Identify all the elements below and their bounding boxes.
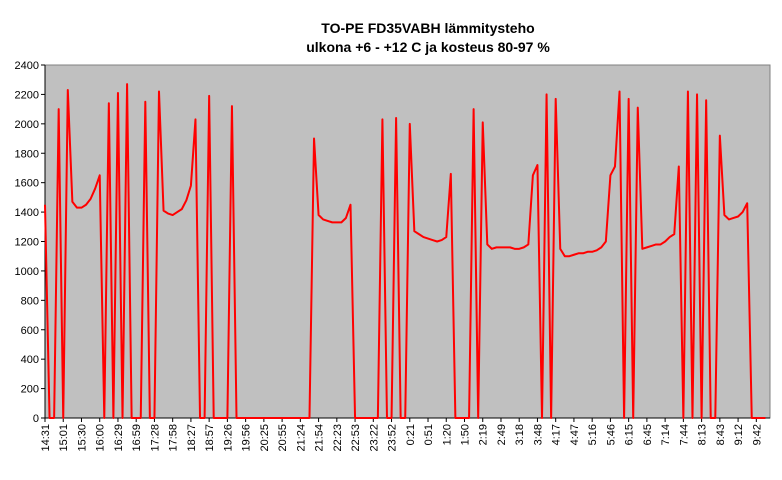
x-tick-label: 16:29 (113, 424, 125, 452)
x-tick-label: 1:20 (441, 424, 453, 445)
y-tick-label: 200 (21, 384, 39, 396)
x-tick-label: 22:23 (332, 424, 344, 452)
data-line (44, 83, 766, 419)
y-tick-label: 1400 (15, 207, 39, 219)
x-tick-label: 16:00 (95, 424, 107, 452)
x-tick-label: 6:15 (624, 424, 636, 445)
x-tick-label: 15:30 (76, 424, 88, 452)
y-tick-label: 600 (21, 325, 39, 337)
y-tick-label: 1000 (15, 266, 39, 278)
y-tick-label: 800 (21, 295, 39, 307)
x-tick-label: 5:16 (587, 424, 599, 445)
y-tick-label: 2000 (15, 119, 39, 131)
x-tick-label: 2:49 (496, 424, 508, 445)
x-tick-label: 0:21 (405, 424, 417, 445)
chart-title: TO-PE FD35VABH lämmitysteho (321, 20, 534, 36)
y-tick-label: 400 (21, 354, 39, 366)
x-tick-label: 19:26 (222, 424, 234, 452)
x-tick-label: 20:55 (277, 424, 289, 452)
y-tick-label: 2200 (15, 89, 39, 101)
x-tick-label: 21:54 (314, 424, 326, 452)
x-tick-label: 4:47 (569, 424, 581, 445)
x-tick-label: 9:12 (733, 424, 745, 445)
x-tick-label: 2:19 (478, 424, 490, 445)
x-tick-label: 3:48 (532, 424, 544, 445)
y-tick-label: 1200 (15, 237, 39, 249)
x-tick-label: 8:13 (697, 424, 709, 445)
x-tick-label: 7:44 (678, 424, 690, 445)
x-tick-label: 3:18 (514, 424, 526, 445)
x-tick-label: 18:27 (186, 424, 198, 452)
x-tick-label: 17:28 (149, 424, 161, 452)
x-tick-label: 5:46 (605, 424, 617, 445)
x-tick-label: 21:24 (295, 424, 307, 452)
y-tick-label: 1600 (15, 178, 39, 190)
x-tick-label: 6:45 (642, 424, 654, 445)
x-tick-label: 19:56 (241, 424, 253, 452)
y-tick-label: 0 (33, 413, 39, 425)
x-tick-label: 22:53 (350, 424, 362, 452)
x-tick-label: 7:14 (660, 424, 672, 445)
chart-subtitle: ulkona +6 - +12 C ja kosteus 80-97 % (306, 39, 550, 55)
x-tick-label: 8:43 (715, 424, 727, 445)
x-tick-label: 14:31 (40, 424, 52, 452)
x-tick-label: 16:59 (131, 424, 143, 452)
x-tick-label: 4:17 (551, 424, 563, 445)
y-tick-label: 2400 (15, 60, 39, 72)
x-tick-label: 15:01 (58, 424, 70, 452)
x-tick-label: 0:51 (423, 424, 435, 445)
x-tick-label: 9:42 (751, 424, 763, 445)
x-tick-label: 23:22 (368, 424, 380, 452)
x-tick-label: 17:58 (168, 424, 180, 452)
x-tick-label: 23:52 (387, 424, 399, 452)
x-tick-label: 1:50 (459, 424, 471, 445)
x-tick-label: 18:57 (204, 424, 216, 452)
y-tick-label: 1800 (15, 148, 39, 160)
x-tick-label: 20:25 (259, 424, 271, 452)
